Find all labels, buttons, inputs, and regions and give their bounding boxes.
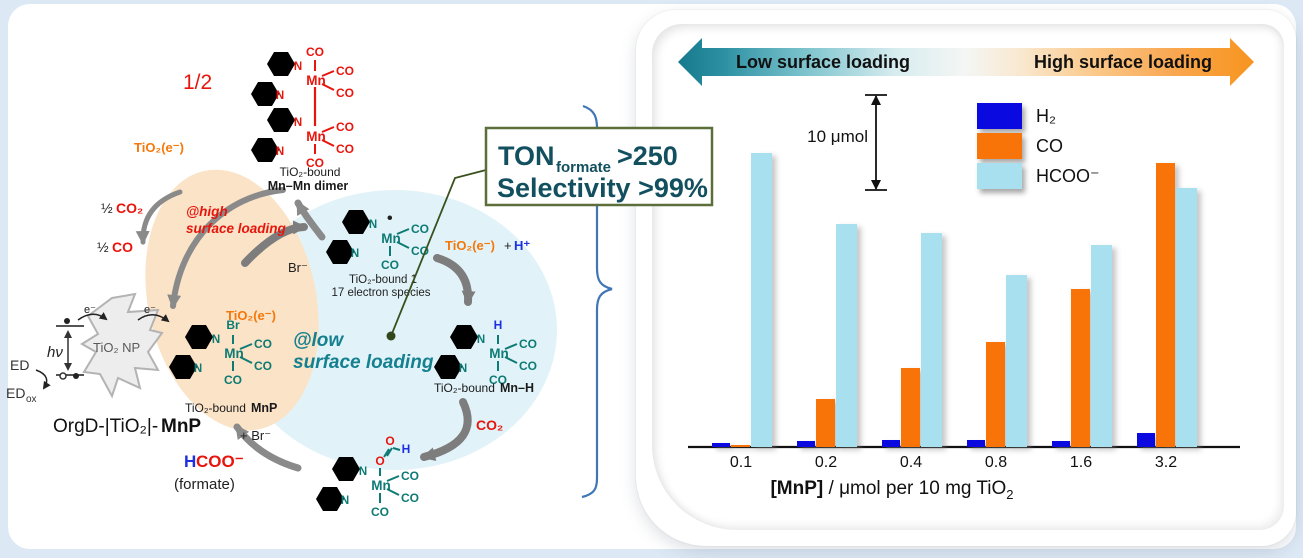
x-tick-label: 0.2: [814, 454, 838, 471]
chart-graphics: [678, 38, 1254, 449]
legend-label: CO: [1036, 135, 1063, 156]
legend-label: H₂: [1036, 105, 1056, 126]
x-tick-label: 0.8: [984, 454, 1008, 471]
results-panel: Low surface loading High surface loading…: [636, 10, 1296, 546]
x-tick-label: 0.1: [729, 454, 753, 471]
high-loading-label: High surface loading: [1033, 52, 1213, 72]
low-loading-label: Low surface loading: [735, 52, 911, 72]
bar-HCOO⁻-3.2: [1176, 188, 1197, 447]
legend-label: HCOO⁻: [1036, 165, 1100, 186]
bar-H₂-3.2: [1137, 433, 1155, 447]
bar-H₂-1.6: [1052, 441, 1070, 447]
bar-CO-3.2: [1156, 163, 1175, 447]
x-axis-title: [MnP] / μmol per 10 mg TiO2: [662, 478, 1122, 502]
bar-H₂-0.1: [712, 443, 730, 447]
bar-H₂-0.4: [882, 440, 900, 447]
x-axis-title-rest: / μmol per 10 mg TiO: [823, 478, 1007, 499]
x-tick-label: 1.6: [1069, 454, 1093, 471]
legend-swatch-3: [977, 163, 1022, 189]
x-axis-title-bold: [MnP]: [770, 478, 824, 499]
legend-item: HCOO⁻: [977, 163, 1100, 189]
bar-chart: 0.1 0.2 0.4 0.8 1.6 3.2: [636, 10, 1296, 546]
legend-item: CO: [977, 133, 1100, 159]
chart-legend: H₂ CO HCOO⁻: [977, 103, 1100, 193]
bar-HCOO⁻-0.4: [921, 233, 942, 447]
x-axis-title-sub: 2: [1006, 486, 1014, 502]
x-tick-label: 3.2: [1154, 454, 1178, 471]
bar-CO-0.8: [986, 342, 1005, 447]
legend-swatch-1: [977, 103, 1022, 129]
bar-HCOO⁻-0.1: [751, 153, 772, 447]
scale-bar-arrow-down: [871, 180, 881, 190]
legend-swatch-2: [977, 133, 1022, 159]
scale-bar-arrow-up: [871, 95, 881, 105]
bar-H₂-0.8: [967, 440, 985, 447]
loading-gradient-arrow: [678, 38, 1254, 86]
bar-HCOO⁻-1.6: [1091, 245, 1112, 447]
bar-H₂-0.2: [797, 441, 815, 447]
x-tick-label: 0.4: [899, 454, 923, 471]
bar-CO-0.2: [816, 399, 835, 447]
bar-CO-0.4: [901, 368, 920, 447]
scale-bar-label: 10 μmol: [807, 127, 868, 146]
bar-CO-1.6: [1071, 289, 1090, 447]
bar-CO-0.1: [731, 445, 750, 447]
bar-HCOO⁻-0.8: [1006, 275, 1027, 447]
legend-item: H₂: [977, 103, 1100, 129]
bar-HCOO⁻-0.2: [836, 224, 857, 447]
